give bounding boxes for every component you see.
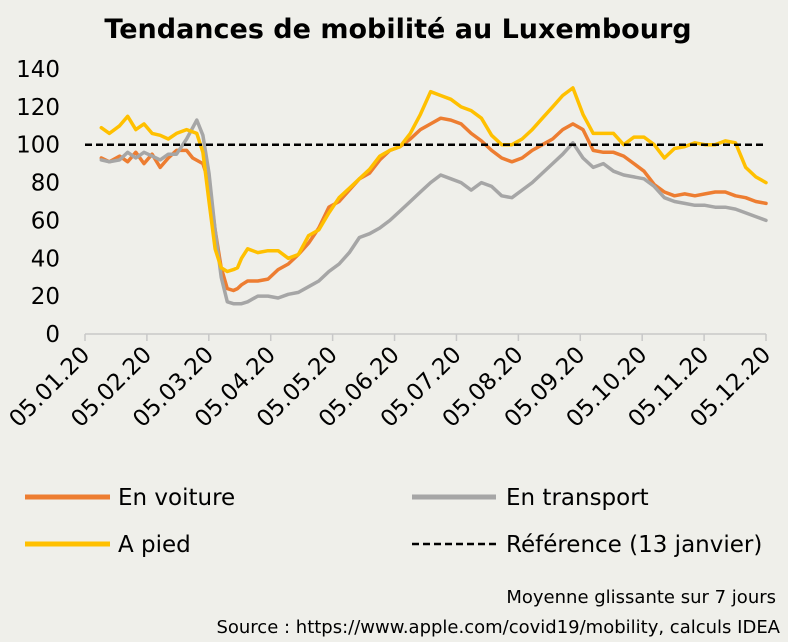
series-line-transport [99,118,768,306]
x-tick-labels: 05.01.2005.02.2005.03.2005.04.2005.05.20… [4,342,776,433]
legend-label-reference: Référence (13 janvier) [506,532,762,558]
y-tick-label: 120 [16,95,60,121]
legend-label-voiture: En voiture [118,485,235,511]
y-tick-label: 20 [31,284,60,310]
legend: En voiture En transport A pied Référence… [25,485,762,558]
chart-title: Tendances de mobilité au Luxembourg [104,14,691,45]
legend-label-transport: En transport [506,485,649,511]
y-axis: 0 20 40 60 80 100 120 140 [16,57,60,348]
y-tick-label: 80 [31,171,60,197]
plot-area [85,86,768,306]
y-tick-label: 140 [16,57,60,83]
y-tick-label: 40 [31,246,60,272]
y-tick-label: 60 [31,208,60,234]
y-tick-label: 0 [45,322,60,348]
legend-label-pied: A pied [118,532,191,558]
smoothing-note: Moyenne glissante sur 7 jours [506,587,776,608]
source-note: Source : https://www.apple.com/covid19/m… [216,617,780,638]
x-axis [84,333,767,341]
y-tick-label: 100 [16,133,60,159]
series-line-pied [99,86,768,274]
